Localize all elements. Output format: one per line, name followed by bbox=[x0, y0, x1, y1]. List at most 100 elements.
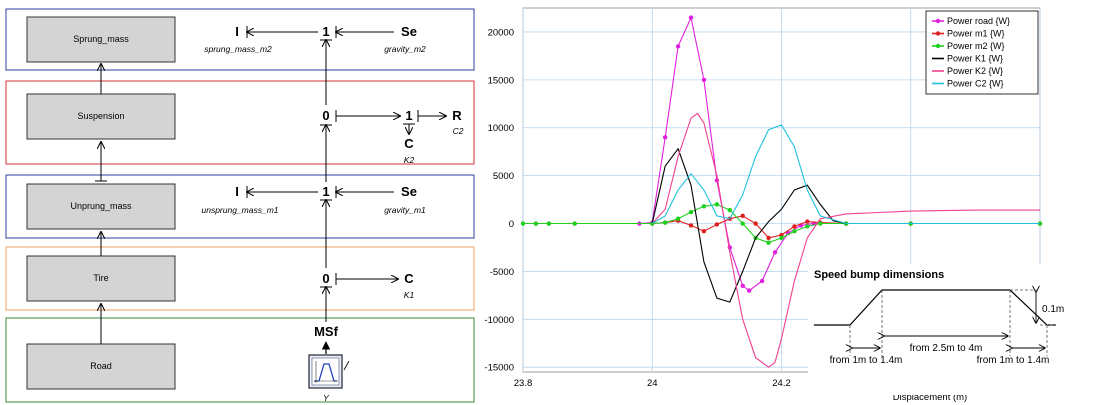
data-point bbox=[772, 250, 778, 255]
node-0-suspension[interactable]: 0 bbox=[322, 108, 329, 123]
data-point bbox=[675, 216, 681, 221]
label-c2: C2 bbox=[453, 126, 464, 136]
node-msf[interactable]: MSf bbox=[314, 324, 339, 339]
data-point bbox=[805, 224, 810, 229]
y-tick-label: -15000 bbox=[484, 363, 514, 374]
y-tick-label: 20000 bbox=[488, 27, 514, 38]
node-0-tire[interactable]: 0 bbox=[322, 271, 329, 286]
legend-entry: Power m1 {W} bbox=[947, 29, 1005, 39]
unsprung-mass-frame bbox=[5, 174, 475, 239]
suspension-frame bbox=[5, 80, 475, 165]
annotation-right: from 1m to 1.4m bbox=[977, 355, 1050, 366]
node-1-unsprung[interactable]: 1 bbox=[322, 184, 329, 199]
y-tick-label: -10000 bbox=[484, 315, 514, 326]
node-c-spring-k2[interactable]: C bbox=[404, 136, 414, 151]
block-label: Suspension bbox=[77, 111, 124, 121]
data-point bbox=[701, 77, 707, 83]
legend-marker bbox=[935, 43, 941, 49]
data-point bbox=[818, 221, 823, 226]
data-point bbox=[759, 278, 765, 284]
chart-legend: Power road {W} Power m1 {W} Power m2 {W} Po… bbox=[925, 10, 1039, 95]
data-point bbox=[662, 135, 668, 140]
tire-frame bbox=[5, 246, 475, 311]
block-label: Road bbox=[90, 361, 112, 371]
data-point bbox=[688, 209, 694, 215]
block-road[interactable]: Road bbox=[26, 343, 176, 390]
x-tick-label: 24.2 bbox=[772, 378, 791, 389]
bond-graph-panel: Sprung_mass Suspension Unprung_mass Tire… bbox=[5, 8, 475, 403]
legend-marker bbox=[935, 31, 941, 36]
data-point bbox=[520, 221, 526, 226]
series-4 bbox=[651, 147, 1040, 303]
data-point bbox=[727, 207, 732, 213]
label-gravity-m2: gravity_m2 bbox=[384, 44, 426, 54]
block-tire[interactable]: Tire bbox=[26, 255, 176, 302]
node-i-sprung[interactable]: I bbox=[235, 24, 239, 39]
data-point bbox=[714, 202, 720, 207]
speed-bump-dimensions: Speed bump dimensions 0.1m from 2.5m to … bbox=[808, 264, 1064, 395]
data-point bbox=[572, 221, 577, 226]
vertical-bonds bbox=[320, 40, 332, 322]
series-6 bbox=[651, 124, 1040, 225]
node-c-spring-k1[interactable]: C bbox=[404, 271, 414, 286]
block-label: Unprung_mass bbox=[70, 201, 132, 211]
power-chart: 20000 15000 10000 5000 0 -5000 -10000 -15000 23… bbox=[484, 7, 1064, 403]
bond-row-3: I 1 Se unsprung_mass_m1 gravity_m1 bbox=[201, 184, 426, 215]
node-r-damper[interactable]: R bbox=[452, 108, 462, 123]
node-1-sprung[interactable]: 1 bbox=[322, 24, 329, 39]
road-frame bbox=[5, 317, 475, 403]
sprung-mass-frame bbox=[5, 8, 475, 71]
label-unsprung-mass-m1: unsprung_mass_m1 bbox=[201, 205, 278, 215]
bond-row-1: I 1 Se sprung_mass_m2 gravity_m2 bbox=[204, 24, 426, 54]
legend-entry: Power K2 {W} bbox=[947, 66, 1003, 76]
data-point bbox=[746, 288, 752, 293]
data-point bbox=[675, 44, 681, 49]
node-i-unsprung[interactable]: I bbox=[235, 184, 239, 199]
data-point bbox=[701, 228, 707, 234]
block-connectors bbox=[95, 64, 107, 344]
bond-row-2: 0 1 R C2 C K2 bbox=[322, 108, 463, 165]
data-point bbox=[533, 221, 539, 226]
y-tick-label: 15000 bbox=[488, 75, 514, 86]
data-point bbox=[792, 228, 797, 234]
data-point bbox=[701, 204, 707, 209]
block-sprung-mass[interactable]: Sprung_mass bbox=[26, 16, 176, 63]
legend-entry: Power m2 {W} bbox=[947, 41, 1005, 51]
y-tick-label: 0 bbox=[509, 219, 514, 230]
data-point bbox=[714, 222, 720, 227]
series-layer bbox=[520, 15, 1043, 368]
block-suspension[interactable]: Suspension bbox=[26, 93, 176, 140]
data-point bbox=[792, 224, 797, 229]
data-point bbox=[766, 240, 771, 245]
y-tick-label: 5000 bbox=[493, 171, 514, 182]
label-y: Y bbox=[323, 393, 330, 403]
data-point bbox=[779, 235, 784, 241]
data-point bbox=[688, 223, 694, 228]
x-tick-label: 24 bbox=[647, 378, 658, 389]
data-point bbox=[688, 15, 694, 20]
y-tick-labels: 20000 15000 10000 5000 0 -5000 -10000 -15000 bbox=[484, 27, 514, 373]
block-label: Tire bbox=[93, 273, 108, 283]
annotation-height: 0.1m bbox=[1042, 304, 1064, 315]
data-point bbox=[805, 219, 810, 224]
node-1-suspension[interactable]: 1 bbox=[405, 108, 412, 123]
data-point bbox=[740, 221, 745, 226]
data-point bbox=[740, 283, 745, 288]
block-unsprung-mass[interactable]: Unprung_mass bbox=[26, 183, 176, 230]
annotation-left: from 1m to 1.4m bbox=[830, 355, 903, 366]
y-tick-label: -5000 bbox=[490, 267, 514, 278]
bond-row-4: 0 C K1 bbox=[322, 271, 414, 300]
node-se-sprung[interactable]: Se bbox=[401, 24, 417, 39]
label-sprung-mass-m2: sprung_mass_m2 bbox=[204, 44, 272, 54]
annotation-title: Speed bump dimensions bbox=[814, 269, 944, 281]
legend-entry: Power road {W} bbox=[947, 16, 1010, 26]
series-line bbox=[651, 112, 1040, 368]
block-label: Sprung_mass bbox=[73, 34, 129, 44]
node-se-unsprung[interactable]: Se bbox=[401, 184, 417, 199]
series-5 bbox=[651, 112, 1040, 368]
series-line bbox=[651, 147, 1040, 303]
series-line bbox=[651, 124, 1040, 225]
data-point bbox=[546, 221, 552, 226]
legend-marker bbox=[935, 18, 941, 24]
bump-profile-input-icon[interactable] bbox=[308, 354, 350, 389]
